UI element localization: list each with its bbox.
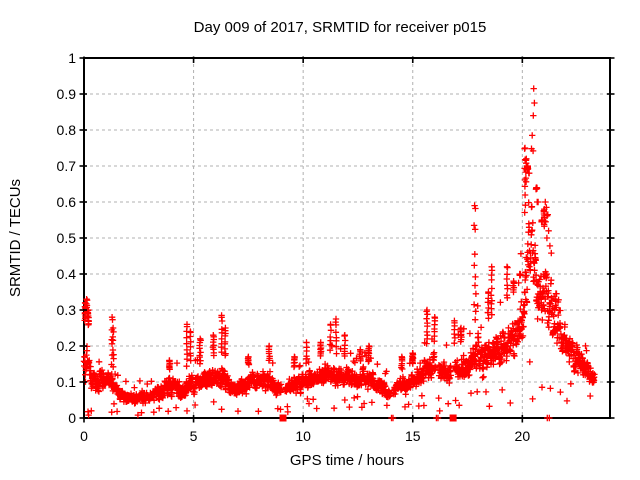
y-tick-label: 0.1 — [57, 374, 77, 390]
y-axis-label: SRMTID / TECUs — [7, 179, 24, 297]
y-tick-label: 0.3 — [57, 302, 77, 318]
data-points — [80, 85, 598, 422]
x-tick-label: 0 — [80, 428, 88, 444]
zero-square-marker — [279, 414, 287, 422]
y-tick-label: 0.8 — [57, 122, 77, 138]
data-layer — [80, 85, 598, 422]
y-tick-label: 1 — [68, 50, 76, 66]
y-tick-label: 0.9 — [57, 86, 77, 102]
y-tick-label: 0.7 — [57, 158, 77, 174]
y-tick-label: 0.6 — [57, 194, 77, 210]
x-tick-label: 5 — [190, 428, 198, 444]
chart-title: Day 009 of 2017, SRMTID for receiver p01… — [194, 19, 487, 36]
x-tick-label: 20 — [515, 428, 531, 444]
y-tick-label: 0 — [68, 410, 76, 426]
y-tick-label: 0.4 — [57, 266, 77, 282]
y-tick-label: 0.2 — [57, 338, 77, 354]
tick-layer — [79, 56, 615, 423]
zero-square-marker — [449, 414, 457, 422]
tick-label-layer: 0 5 10 15 20 0 0.1 0.2 0.3 0.4 0.5 0.6 0.7 0.8 0.9 1 — [57, 50, 531, 444]
x-tick-label: 15 — [405, 428, 421, 444]
y-tick-label: 0.5 — [57, 230, 77, 246]
x-tick-label: 10 — [295, 428, 311, 444]
x-axis-label: GPS time / hours — [290, 452, 404, 469]
